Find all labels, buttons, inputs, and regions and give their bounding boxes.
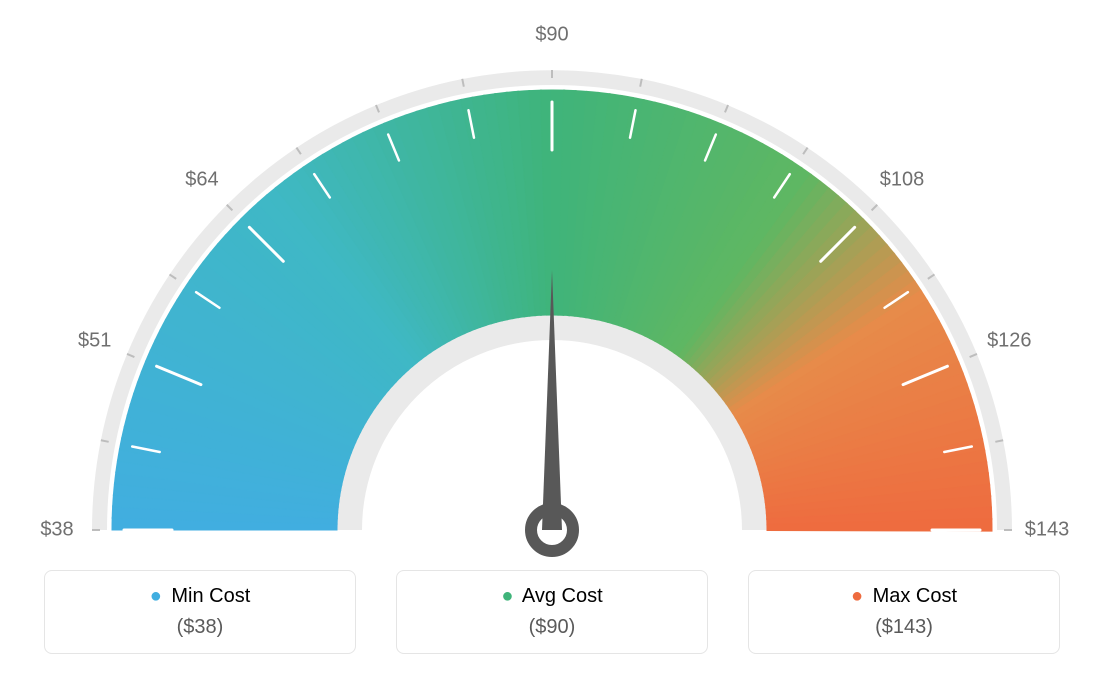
legend-value: ($143) bbox=[749, 616, 1059, 639]
legend-label: Min Cost bbox=[171, 585, 250, 607]
legend-title-min: ● Min Cost bbox=[45, 585, 355, 608]
gauge-tick-label: $108 bbox=[880, 168, 925, 191]
gauge-tick-label: $64 bbox=[185, 168, 218, 191]
legend-label: Max Cost bbox=[873, 585, 957, 607]
legend-value: ($38) bbox=[45, 616, 355, 639]
gauge-tick-label: $90 bbox=[535, 24, 568, 47]
gauge-tick-label: $38 bbox=[40, 519, 73, 542]
dot-icon: ● bbox=[501, 585, 513, 607]
legend-card-avg: ● Avg Cost ($90) bbox=[396, 570, 708, 654]
gauge-tick-label: $51 bbox=[78, 329, 111, 352]
legend-row: ● Min Cost ($38) ● Avg Cost ($90) ● Max … bbox=[0, 560, 1104, 654]
legend-card-min: ● Min Cost ($38) bbox=[44, 570, 356, 654]
gauge-tick-label: $126 bbox=[987, 329, 1032, 352]
gauge-chart: $38 $51 $64 $90 $108 $126 $143 bbox=[0, 0, 1104, 560]
legend-card-max: ● Max Cost ($143) bbox=[748, 570, 1060, 654]
legend-value: ($90) bbox=[397, 616, 707, 639]
dot-icon: ● bbox=[150, 585, 162, 607]
gauge-svg bbox=[0, 0, 1104, 560]
legend-label: Avg Cost bbox=[522, 585, 603, 607]
legend-title-max: ● Max Cost bbox=[749, 585, 1059, 608]
gauge-tick-label: $143 bbox=[1025, 519, 1070, 542]
legend-title-avg: ● Avg Cost bbox=[397, 585, 707, 608]
dot-icon: ● bbox=[851, 585, 863, 607]
